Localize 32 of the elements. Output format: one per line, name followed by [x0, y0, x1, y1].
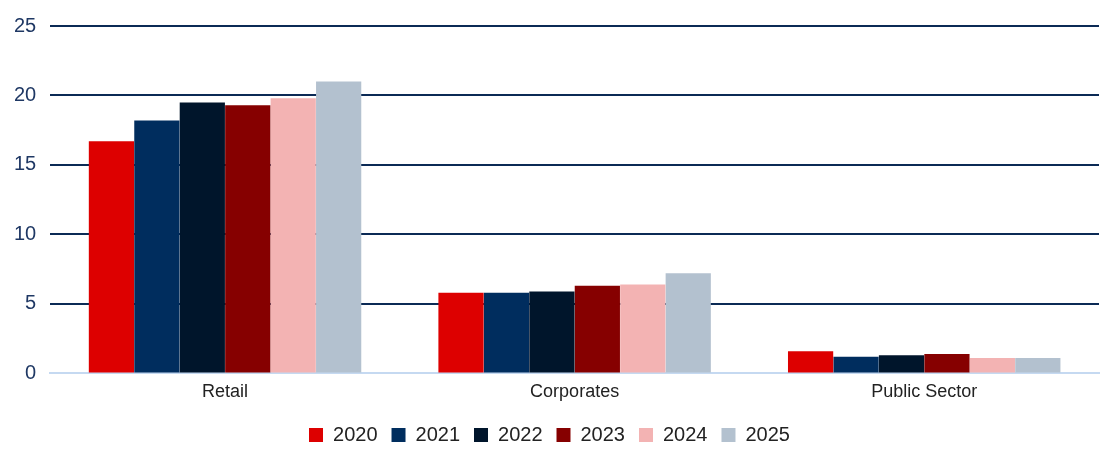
legend-label: 2025 [745, 422, 790, 445]
bar [787, 351, 834, 373]
bar [179, 102, 225, 373]
y-tick-label: 25 [14, 13, 37, 36]
y-tick-label: 15 [14, 152, 37, 175]
bar [924, 353, 970, 373]
bar [225, 105, 271, 373]
bar [1015, 358, 1061, 373]
x-tick-label: Retail [202, 381, 249, 402]
legend-label: 2022 [498, 422, 543, 445]
bar [574, 285, 620, 373]
bar [483, 292, 530, 373]
legend-label: 2024 [662, 422, 708, 445]
bar [833, 356, 879, 373]
legend-label: 2023 [580, 422, 625, 445]
bar [529, 291, 575, 373]
x-tick-label: Corporates [530, 381, 620, 402]
bar [88, 141, 135, 373]
y-tick-label: 0 [25, 360, 37, 383]
legend-label: 2021 [415, 422, 461, 445]
bar [270, 98, 316, 373]
legend-label: 2020 [333, 422, 378, 445]
bar [316, 81, 362, 373]
bar [969, 358, 1015, 373]
x-tick-label: Public Sector [871, 381, 978, 402]
bar [438, 292, 484, 373]
bar [878, 355, 925, 373]
y-tick-label: 10 [14, 221, 37, 244]
bar [620, 284, 666, 373]
y-tick-label: 5 [25, 291, 37, 314]
y-tick-label: 20 [14, 83, 37, 105]
bar [665, 273, 711, 373]
